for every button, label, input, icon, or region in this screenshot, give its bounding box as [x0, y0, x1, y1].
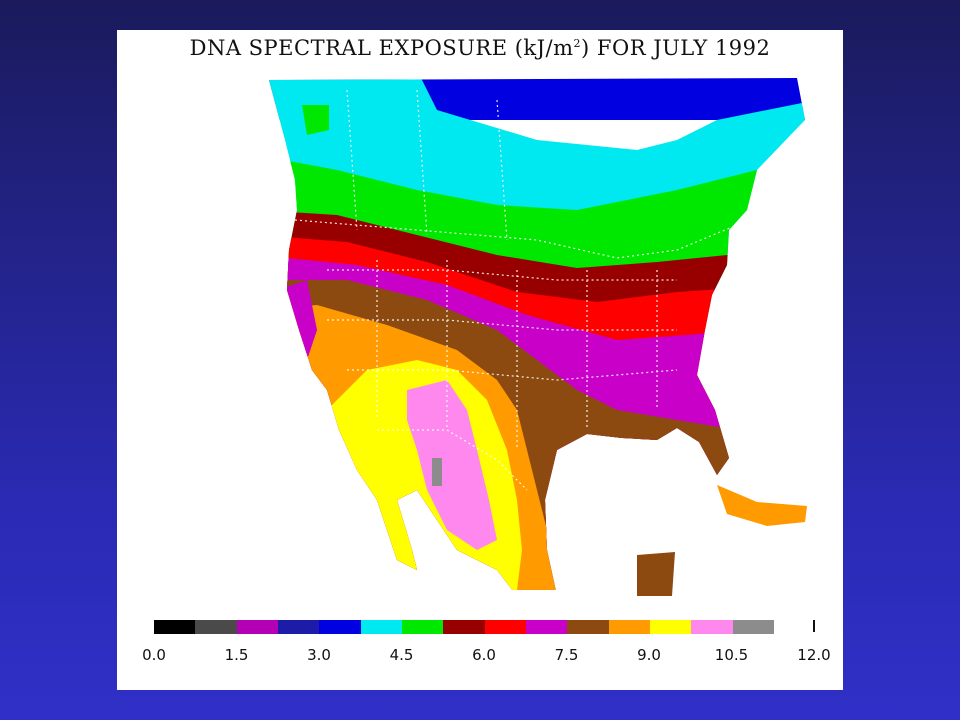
- band-pink: [407, 380, 497, 550]
- legend-swatch: [608, 620, 650, 634]
- legend-tick-label: 12.0: [797, 646, 831, 664]
- legend-end-tick: [813, 620, 815, 632]
- yucatan-region: [637, 552, 675, 596]
- political-borders: [294, 89, 778, 491]
- legend-tick-label: 0.0: [142, 646, 166, 664]
- band-green-patch: [302, 105, 329, 135]
- legend-tick-label: 10.5: [714, 646, 749, 664]
- exposure-map: [269, 78, 807, 596]
- legend-swatch: [195, 620, 237, 634]
- band-grey: [432, 458, 442, 486]
- legend-swatch: [691, 620, 733, 634]
- legend-tick-label: 6.0: [472, 646, 496, 664]
- legend-swatch: [443, 620, 485, 634]
- color-legend: [154, 620, 774, 634]
- legend-swatch: [401, 620, 444, 634]
- map-title: DNA SPECTRAL EXPOSURE (kJ/m2) FOR JULY 1…: [189, 36, 771, 60]
- legend-swatch: [484, 620, 526, 634]
- legend-tick-label: 1.5: [224, 646, 249, 664]
- legend-swatch: [360, 620, 402, 634]
- legend-swatch: [154, 620, 196, 634]
- legend-swatch: [525, 620, 568, 634]
- legend-swatch: [649, 620, 692, 634]
- legend-tick-label: 3.0: [307, 646, 331, 664]
- legend-tick-label: 7.5: [554, 646, 579, 664]
- legend-swatch: [567, 620, 609, 634]
- map-panel: DNA SPECTRAL EXPOSURE (kJ/m2) FOR JULY 1…: [117, 30, 843, 690]
- legend-swatch: [277, 620, 320, 634]
- legend-swatch: [236, 620, 278, 634]
- legend-tick-label: 9.0: [637, 646, 661, 664]
- legend-swatch: [732, 620, 774, 634]
- cuba-island: [717, 485, 807, 526]
- legend-tick-label: 4.5: [389, 646, 414, 664]
- legend-swatch: [319, 620, 361, 634]
